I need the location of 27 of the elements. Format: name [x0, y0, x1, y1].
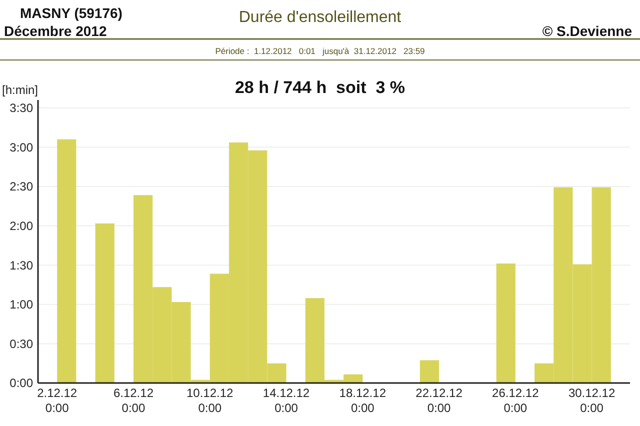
y-tick-label: 3:30 [10, 101, 34, 116]
y-tick-label: 0:30 [10, 336, 34, 351]
y-axis-title: [h:min] [2, 83, 38, 97]
bar [95, 223, 114, 383]
x-tick-label: 10.12.12 0:00 [186, 386, 234, 415]
text: MASNY (59176) [20, 5, 122, 21]
bar [57, 139, 76, 383]
x-tick-label: 18.12.12 0:00 [339, 386, 386, 415]
x-tick-label: 6.12.12 0:00 [113, 386, 154, 415]
chart-title: Durée d'ensoleillement [238, 9, 402, 26]
text: 28 h / 744 h soit 3 % [234, 78, 406, 97]
bar [496, 264, 516, 383]
bar [420, 360, 440, 383]
chart-subtitle: Période : 1.12.2012 0:01 jusqu'à 31.12.2012 23:59 [215, 46, 426, 56]
y-tick-label: 2:00 [10, 218, 34, 233]
x-tick-label: 2.12.12 0:00 [37, 386, 78, 415]
text: Décembre 2012 [4, 23, 107, 39]
y-tick-label: 1:00 [10, 298, 34, 312]
y-tick-label: 1:30 [10, 258, 34, 272]
x-tick-label: 14.12.12 0:00 [262, 386, 310, 415]
x-tick-label: 30.12.12 0:00 [568, 386, 616, 415]
text: © S.Devienne [542, 23, 632, 39]
y-tick-label: 2:30 [10, 180, 34, 194]
y-tick-label: 0:00 [10, 376, 34, 390]
x-tick-label: 26.12.12 0:00 [492, 386, 540, 415]
x-tick-label: 22.12.12 0:00 [416, 386, 463, 415]
y-tick-label: 3:00 [10, 140, 34, 154]
